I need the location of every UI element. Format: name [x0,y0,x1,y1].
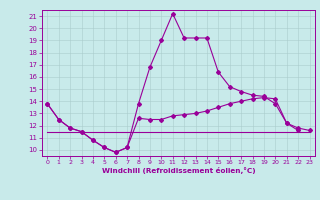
X-axis label: Windchill (Refroidissement éolien,°C): Windchill (Refroidissement éolien,°C) [101,167,255,174]
